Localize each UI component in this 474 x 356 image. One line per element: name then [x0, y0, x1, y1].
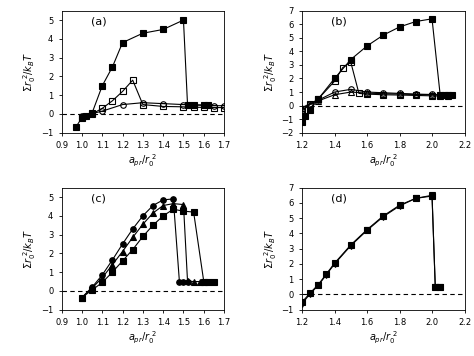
- Y-axis label: $\Sigma r_0^{\ 2}/k_BT$: $\Sigma r_0^{\ 2}/k_BT$: [262, 52, 279, 92]
- X-axis label: $a_{pr}/r_0^{\ 2}$: $a_{pr}/r_0^{\ 2}$: [128, 330, 157, 346]
- Y-axis label: $\Sigma r_0^{\ 2}/k_BT$: $\Sigma r_0^{\ 2}/k_BT$: [21, 52, 38, 92]
- Text: (c): (c): [91, 194, 106, 204]
- X-axis label: $a_{pr}/r_0^{\ 2}$: $a_{pr}/r_0^{\ 2}$: [369, 330, 398, 346]
- Y-axis label: $\Sigma r_0^{\ 2}/k_BT$: $\Sigma r_0^{\ 2}/k_BT$: [262, 229, 279, 269]
- X-axis label: $a_{pr}/r_0^{\ 2}$: $a_{pr}/r_0^{\ 2}$: [369, 153, 398, 169]
- Text: (a): (a): [91, 17, 107, 27]
- Text: (b): (b): [331, 17, 347, 27]
- Y-axis label: $\Sigma r_0^{\ 2}/k_BT$: $\Sigma r_0^{\ 2}/k_BT$: [21, 229, 38, 269]
- X-axis label: $a_{pr}/r_0^{\ 2}$: $a_{pr}/r_0^{\ 2}$: [128, 153, 157, 169]
- Text: (d): (d): [331, 194, 347, 204]
